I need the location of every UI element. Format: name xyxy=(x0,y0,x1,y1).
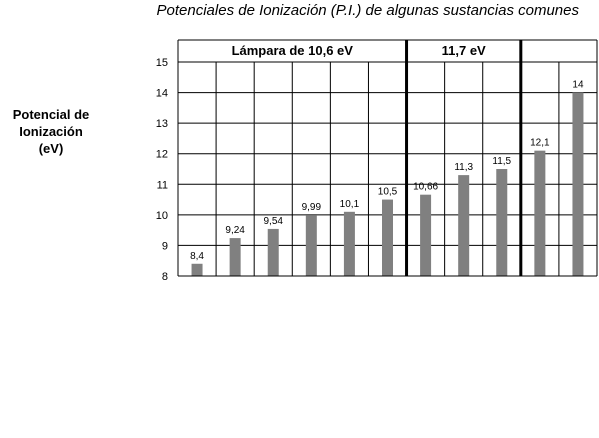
data-label: 10,66 xyxy=(413,182,438,193)
y-tick-labels: 8 9 10 11 12 13 14 15 xyxy=(156,57,168,283)
y-tick-label: 13 xyxy=(156,118,168,130)
y-tick-label: 11 xyxy=(157,179,168,191)
data-label: 14 xyxy=(572,80,584,91)
bar xyxy=(420,194,432,276)
data-label: 8,4 xyxy=(190,251,204,262)
plot-frame xyxy=(177,39,598,277)
data-labels: 8,4 9,24 9,54 9,99 10,1 10,5 10,66 11,3 11,5 12,1… xyxy=(190,80,584,262)
group-headers: Lámpara de 10,6 eV 11,7 eV xyxy=(232,43,486,58)
bar xyxy=(534,150,546,276)
bar xyxy=(191,263,203,276)
data-label: 12,1 xyxy=(530,138,550,149)
bar xyxy=(382,199,393,276)
bar xyxy=(343,211,355,276)
data-label: 10,1 xyxy=(340,199,360,210)
bar xyxy=(267,228,279,276)
y-tick-label: 15 xyxy=(156,57,168,69)
bar xyxy=(496,169,508,276)
group-header: Lámpara de 10,6 eV xyxy=(232,43,354,58)
data-label: 11,5 xyxy=(492,156,511,167)
data-label: 9,99 xyxy=(302,202,322,213)
bars xyxy=(191,92,584,276)
bar xyxy=(229,238,241,276)
y-tick-label: 10 xyxy=(156,210,168,222)
bar xyxy=(458,175,470,276)
y-tick-label: 14 xyxy=(156,88,168,100)
group-header: 11,7 eV xyxy=(442,43,486,58)
data-label: 10,5 xyxy=(378,187,398,198)
data-label: 9,24 xyxy=(225,225,245,236)
data-label: 11,3 xyxy=(454,162,473,173)
y-axis-label: Potencial de Ionización (eV) xyxy=(12,107,90,156)
bar xyxy=(572,92,584,276)
chart-title: Potenciales de Ionización (P.I.) de algu… xyxy=(156,2,579,19)
bar xyxy=(305,215,317,276)
y-tick-label: 12 xyxy=(156,149,168,161)
data-label: 9,54 xyxy=(263,216,283,227)
y-tick-label: 8 xyxy=(162,271,168,283)
y-tick-label: 9 xyxy=(162,240,168,252)
